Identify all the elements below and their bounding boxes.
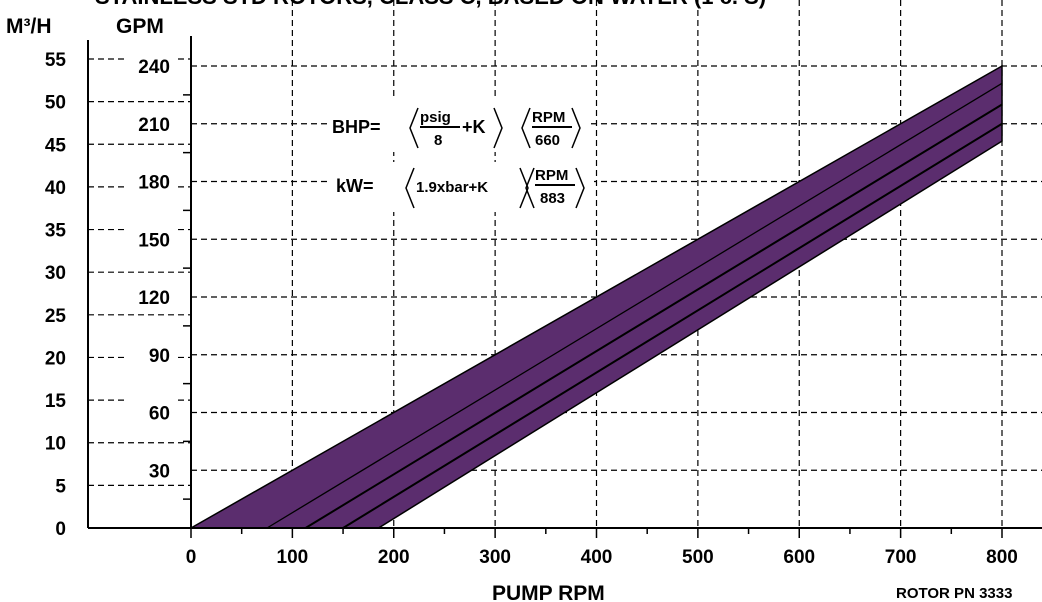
- series-line-2: [305, 103, 1003, 529]
- x-tick-label-700: 700: [885, 547, 917, 568]
- gpm-tick-bg-210: [124, 109, 178, 134]
- x-tick-label-200: 200: [378, 547, 410, 568]
- m3h-tick-label-35: 35: [45, 221, 67, 242]
- formula-bhp: BHP= psig 8 +K RPM 660: [328, 100, 590, 152]
- x-tick-label-500: 500: [682, 547, 714, 568]
- formula-kw-frac-den: 883: [540, 190, 565, 207]
- m3h-tick-label-0: 0: [55, 519, 66, 540]
- gpm-tick-bg-150: [124, 225, 178, 250]
- x-tick-label-0: 0: [186, 547, 197, 568]
- formula-bhp-frac2-den: 660: [535, 132, 560, 149]
- formula-bhp-frac1-num: psig: [420, 109, 451, 126]
- m3h-tick-label-15: 15: [45, 391, 67, 412]
- gpm-tick-bg-240: [124, 52, 178, 76]
- gpm-tick-label-120: 120: [138, 288, 170, 309]
- x-tick-label-100: 100: [277, 547, 309, 568]
- gpm-tick-label-60: 60: [149, 404, 170, 425]
- m3h-tick-label-45: 45: [45, 135, 67, 156]
- footnote-rotor-pn: ROTOR PN 3333: [896, 585, 1012, 602]
- y-axis-left-title: M³/H: [6, 15, 52, 38]
- x-tick-label-800: 800: [986, 547, 1018, 568]
- m3h-tick-label-50: 50: [45, 93, 66, 114]
- formula-bhp-frac2-num: RPM: [532, 109, 565, 126]
- axes: [87, 36, 1042, 538]
- m3h-tick-label-55: 55: [45, 50, 67, 71]
- m3h-tick-label-5: 5: [55, 476, 66, 497]
- series-line-3: [342, 122, 1003, 529]
- gpm-tick-label-180: 180: [138, 173, 170, 194]
- formula-bhp-frac1-den: 8: [434, 132, 442, 149]
- gpm-tick-label-240: 240: [138, 57, 170, 78]
- x-tick-label-600: 600: [783, 547, 815, 568]
- x-tick-label-300: 300: [479, 547, 511, 568]
- formula-kw: kW= 1.9xbar+K RPM 883: [328, 162, 594, 212]
- gpm-tick-label-90: 90: [149, 346, 170, 367]
- series-lines: [266, 82, 1003, 529]
- chart-title: STAINLESS STD ROTORS, CLASS C, BASED ON …: [95, 0, 766, 9]
- y-axis-right-title: GPM: [116, 15, 164, 38]
- m3h-tick-label-25: 25: [45, 306, 67, 327]
- formula-bhp-plus-k: +K: [462, 117, 486, 137]
- x-axis-title: PUMP RPM: [492, 582, 605, 602]
- tick-labels: 0 100 200 300 400 500 600 700 800 0 5 10 15 20 25 30 35 4…: [45, 50, 1018, 568]
- grid-lines: [88, 0, 1042, 529]
- m3h-tick-label-20: 20: [45, 348, 66, 369]
- formula-kw-expr: 1.9xbar+K: [416, 179, 488, 196]
- gpm-tick-bg-60: [124, 398, 178, 423]
- formula-bhp-lhs: BHP=: [332, 117, 381, 137]
- gpm-tick-bg-180: [124, 167, 178, 192]
- gpm-tick-bg-30: [124, 456, 178, 481]
- gpm-tick-label-150: 150: [138, 230, 170, 251]
- m3h-tick-label-10: 10: [45, 434, 66, 455]
- m3h-tick-label-40: 40: [45, 178, 66, 199]
- series-line-1: [266, 82, 1003, 529]
- gpm-tick-bg-90: [124, 340, 178, 365]
- formula-kw-lhs: kW=: [336, 176, 374, 196]
- gpm-tick-label-30: 30: [149, 461, 170, 482]
- gpm-tick-bg-120: [124, 283, 178, 307]
- x-tick-label-400: 400: [581, 547, 613, 568]
- m3h-tick-label-30: 30: [45, 263, 66, 284]
- gpm-tick-label-210: 210: [138, 115, 170, 136]
- formula-kw-frac-num: RPM: [535, 167, 568, 184]
